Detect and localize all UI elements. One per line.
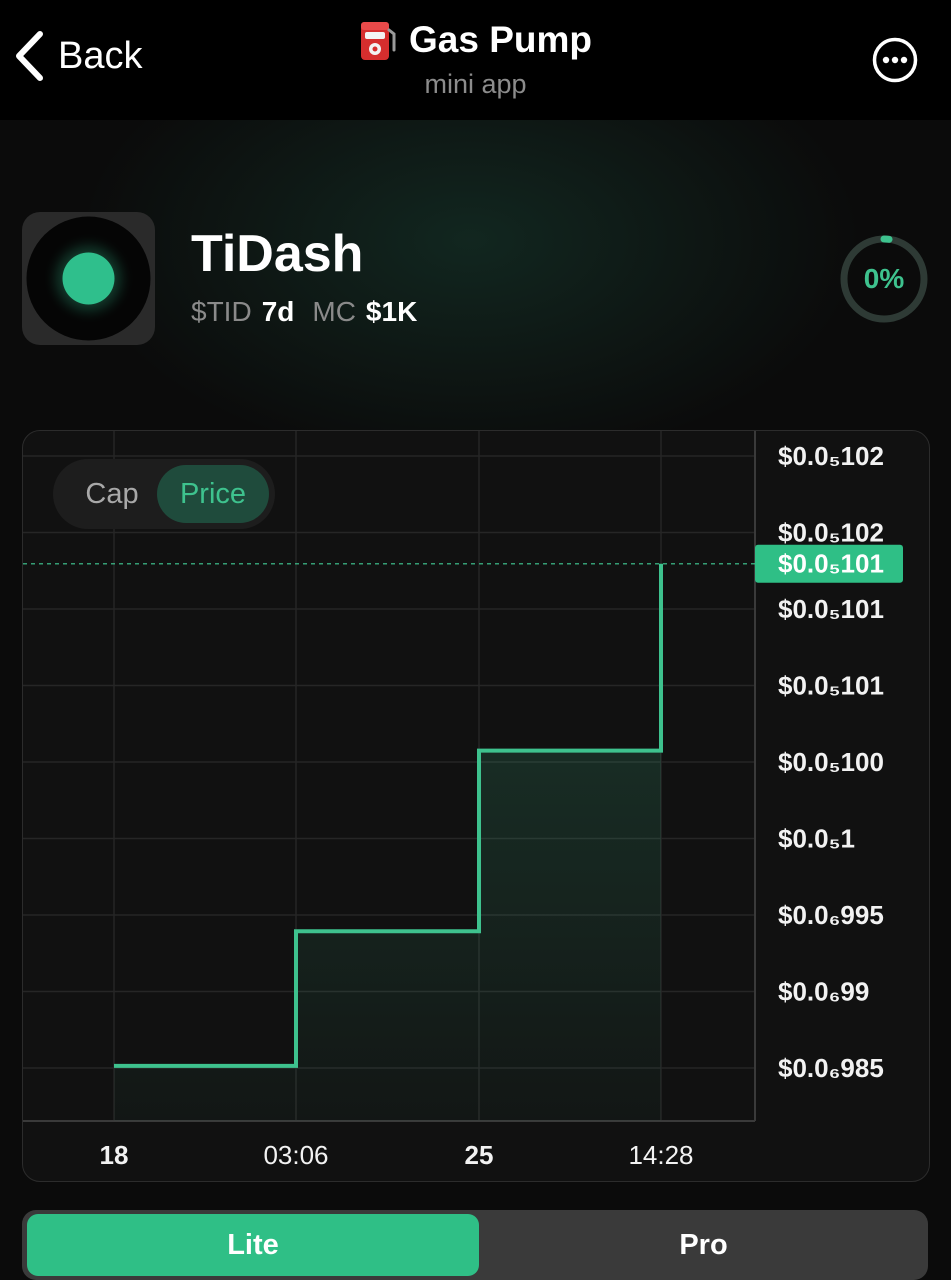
- token-ticker: $TID: [191, 296, 252, 327]
- market-cap-value: $1K: [365, 296, 418, 327]
- y-tick-label: $0.0₅100: [778, 747, 884, 777]
- lite-tab[interactable]: Lite: [27, 1214, 479, 1276]
- token-logo: [26, 216, 151, 341]
- x-tick-label: 14:28: [628, 1140, 693, 1170]
- title-block: Gas Pump mini app: [0, 18, 951, 100]
- chevron-left-icon: [16, 31, 43, 81]
- app-title: Gas Pump: [409, 19, 592, 60]
- market-cap-label: MC: [312, 296, 356, 327]
- y-tick-label: $0.0₅102: [778, 441, 884, 471]
- current-price-badge: [755, 544, 903, 583]
- token-age: 7d: [261, 296, 295, 327]
- x-tick-label: 18: [100, 1140, 129, 1170]
- token-name: TiDash: [191, 225, 364, 283]
- bonding-progress: 0%: [838, 233, 930, 325]
- price-line: [114, 563, 663, 1068]
- current-price-label: $0.0₅101: [778, 549, 884, 579]
- y-tick-label: $0.0₆99: [778, 977, 869, 1007]
- back-button[interactable]: Back: [14, 30, 142, 82]
- y-tick-label: $0.0₆995: [778, 900, 884, 930]
- y-tick-label: $0.0₅101: [778, 671, 884, 701]
- token-avatar: [22, 212, 155, 345]
- progress-label: 0%: [863, 263, 905, 294]
- y-tick-label: $0.0₆985: [778, 1053, 884, 1083]
- back-label: Back: [58, 34, 143, 77]
- token-meta: $TID 7d MC $1K: [191, 296, 417, 328]
- main-content: TiDash $TID 7d MC $1K 0% $0.0₅102 $0.0₅10…: [0, 120, 951, 1280]
- price-chart[interactable]: $0.0₅102$0.0₅102$0.0₅101$0.0₅101$0.0₅100…: [23, 431, 929, 1181]
- cap-toggle[interactable]: Cap: [85, 477, 139, 510]
- mode-selector: Lite Pro: [22, 1210, 928, 1280]
- y-tick-label: $0.0₅102: [778, 518, 884, 548]
- chart-mode-toggle: Cap Price: [53, 459, 275, 529]
- price-toggle[interactable]: Price: [157, 465, 269, 523]
- fuel-pump-icon: [361, 22, 396, 60]
- top-bar: Back Gas Pump mini app: [0, 0, 951, 120]
- y-tick-label: $0.0₅1: [778, 824, 855, 854]
- price-area: [114, 563, 661, 1121]
- y-tick-label: $0.0₅101: [778, 594, 884, 624]
- app-subtitle: mini app: [424, 69, 527, 99]
- more-dots-icon[interactable]: [872, 37, 918, 83]
- pro-tab[interactable]: Pro: [679, 1228, 728, 1261]
- x-tick-label: 03:06: [263, 1140, 328, 1170]
- x-tick-label: 25: [465, 1140, 494, 1170]
- price-chart-card: $0.0₅102 $0.0₅102 $0.0₅101 $0.0₅101 $0.0₅100…: [22, 430, 930, 1182]
